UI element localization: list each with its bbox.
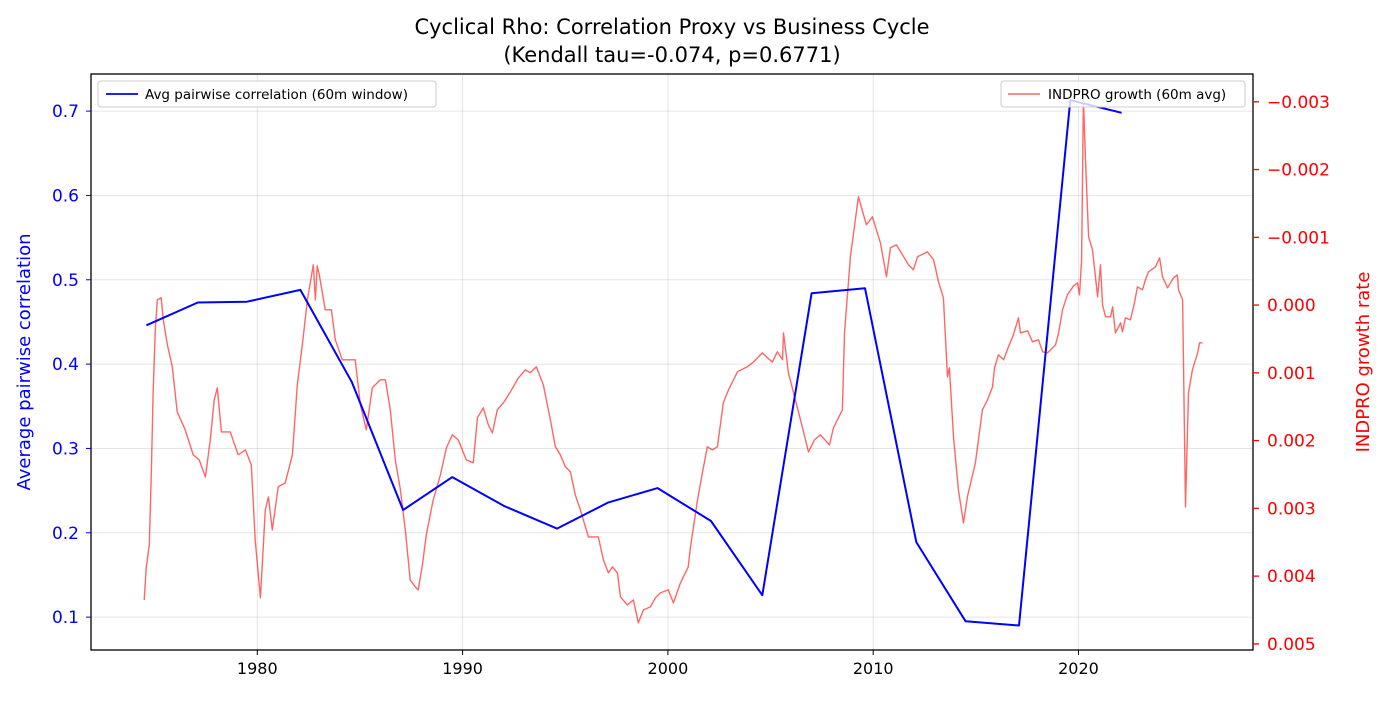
right-y-tick-label: 0.002 <box>1267 432 1316 452</box>
right-axis-label: INDPRO growth rate <box>1353 272 1374 453</box>
right-y-tick-label: −0.002 <box>1267 161 1330 181</box>
left-y-tick-label: 0.7 <box>52 102 79 122</box>
x-tick-label: 1990 <box>442 659 483 678</box>
series-line-indpro-growth <box>143 99 1203 624</box>
chart-subtitle: (Kendall tau=-0.074, p=0.6771) <box>503 43 840 67</box>
grid <box>91 74 1253 650</box>
right-y-tick-label: 0.001 <box>1267 364 1316 384</box>
x-tick-label: 2010 <box>853 659 894 678</box>
x-tick-label: 2000 <box>648 659 689 678</box>
chart-title: Cyclical Rho: Correlation Proxy vs Busin… <box>414 15 929 39</box>
legend-left: Avg pairwise correlation (60m window) <box>97 80 437 108</box>
left-y-tick-label: 0.1 <box>52 608 79 628</box>
left-y-tick-label: 0.3 <box>52 439 79 459</box>
axes: 1980 1990 2000 2010 2020 0.1 0.2 0.3 0.4 0.5 0.6 0.… <box>52 93 1330 678</box>
right-y-tick-label: −0.001 <box>1267 228 1330 248</box>
legend-label-indpro: INDPRO growth (60m avg) <box>1048 87 1226 103</box>
left-y-tick-label: 0.6 <box>52 186 79 206</box>
left-y-tick-label: 0.5 <box>52 271 79 291</box>
right-y-tick-label: −0.003 <box>1267 93 1330 113</box>
right-y-tick-label: 0.000 <box>1267 296 1316 316</box>
series-line-avg-correlation <box>145 99 1122 627</box>
left-axis-label: Average pairwise correlation <box>14 234 35 491</box>
right-y-tick-label: 0.003 <box>1267 499 1316 519</box>
x-tick-label: 1980 <box>237 659 278 678</box>
x-tick-label: 2020 <box>1058 659 1099 678</box>
left-y-tick-label: 0.2 <box>52 524 79 544</box>
right-y-tick-label: 0.005 <box>1267 635 1316 655</box>
legend-right: INDPRO growth (60m avg) <box>1000 80 1246 108</box>
left-y-tick-label: 0.4 <box>52 355 79 375</box>
right-y-tick-label: 0.004 <box>1267 567 1316 587</box>
legend-label-correlation: Avg pairwise correlation (60m window) <box>145 87 408 103</box>
series-lines <box>143 99 1203 627</box>
plot-frame <box>90 73 1254 651</box>
